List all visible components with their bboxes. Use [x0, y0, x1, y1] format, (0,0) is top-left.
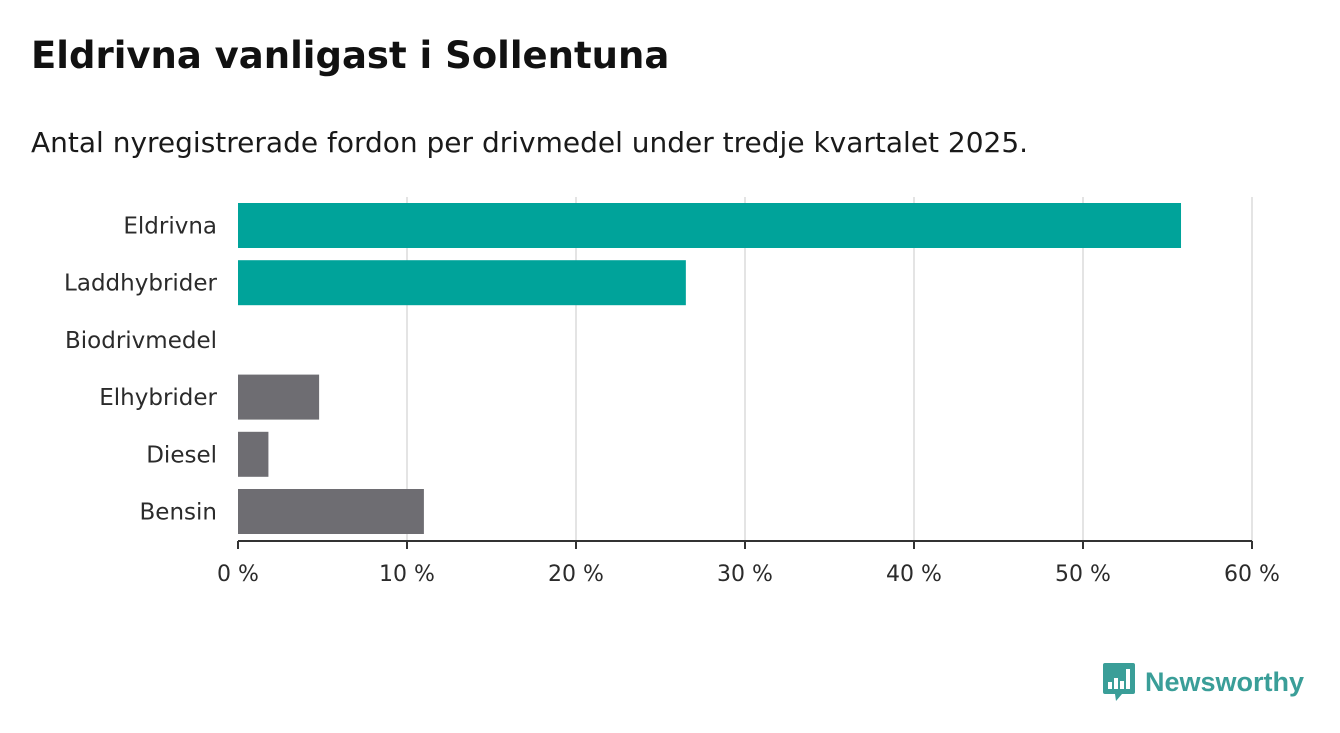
bar-elhybrider	[238, 374, 320, 420]
bar-bensin	[238, 489, 424, 534]
x-tick-label-40: 40 %	[886, 562, 942, 587]
chart-title: Eldrivna vanligast i Sollentuna	[31, 34, 670, 77]
category-label-bensin: Bensin	[140, 500, 217, 526]
chart-subtitle: Antal nyregistrerade fordon per drivmede…	[31, 126, 1029, 159]
bar-laddhybrider	[238, 260, 686, 306]
category-label-biodrivmedel: Biodrivmedel	[65, 328, 217, 354]
x-tick-label-30: 30 %	[717, 562, 773, 587]
category-label-elhybrider: Elhybrider	[99, 385, 217, 411]
x-tick-label-60: 60 %	[1224, 562, 1280, 587]
bar-eldrivna	[238, 203, 1182, 248]
x-tick-label-10: 10 %	[379, 562, 435, 587]
brand-name: Newsworthy	[1145, 666, 1305, 697]
newsworthy-logo-icon	[1103, 663, 1135, 701]
category-label-laddhybrider: Laddhybrider	[64, 271, 217, 297]
bar-diesel	[238, 431, 269, 477]
category-label-eldrivna: Eldrivna	[123, 214, 217, 240]
brand-logo: Newsworthy	[1102, 662, 1304, 702]
category-label-diesel: Diesel	[146, 442, 217, 468]
x-tick-label-20: 20 %	[548, 562, 604, 587]
x-tick-label-50: 50 %	[1055, 562, 1111, 587]
x-tick-label-0: 0 %	[217, 562, 259, 587]
